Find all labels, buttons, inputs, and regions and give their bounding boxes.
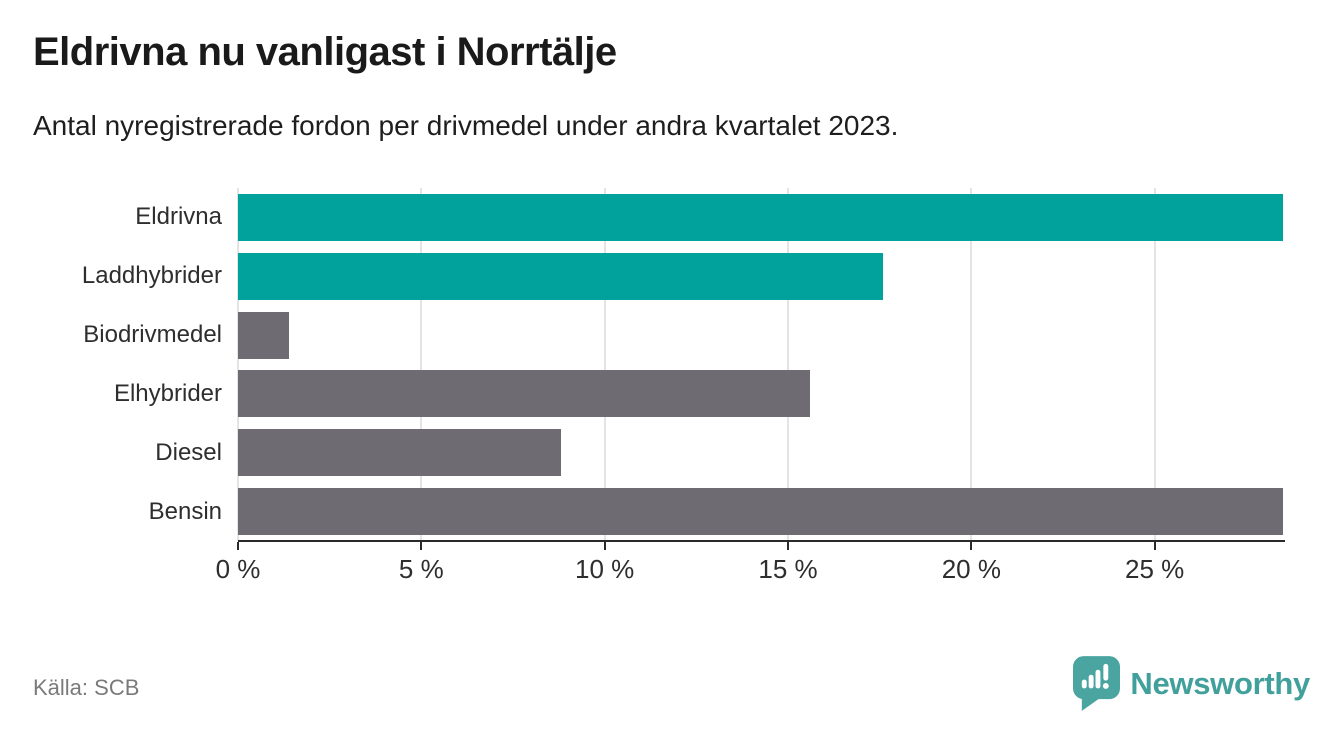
brand-logo: Newsworthy [1073,656,1310,712]
source-note: Källa: SCB [33,675,140,700]
category-label-bensin: Bensin [148,497,222,525]
x-tick-label-25: 25 % [1125,554,1185,584]
gridline-10 [603,188,606,541]
brand-name: Newsworthy [1130,666,1310,701]
bar-chart: Eldrivna Laddhybrider Biodrivmedel Elhybrid… [0,188,1340,541]
category-label-elhybrider: Elhybrider [113,379,222,407]
x-tick-10 [603,542,606,550]
x-tick-25 [1153,542,1156,550]
bar-diesel [238,429,561,477]
category-label-biodrivmedel: Biodrivmedel [83,321,222,349]
newsworthy-icon [1073,656,1121,712]
gridline-15 [787,188,789,541]
bar-elhybrider [238,370,810,418]
page-title: Eldrivna nu vanligast i Norrtälje [33,30,617,74]
gridline-25 [1153,188,1156,541]
x-tick-label-0: 0 % [215,554,261,584]
x-axis-line [238,540,1285,542]
x-tick-5 [420,542,423,550]
x-tick-15 [787,542,789,550]
category-label-diesel: Diesel [155,438,222,466]
bar-eldrivna [238,193,1283,241]
bar-laddhybrider [238,252,884,300]
x-tick-20 [970,542,973,550]
x-tick-label-20: 20 % [941,554,1001,584]
x-tick-label-10: 10 % [575,554,635,584]
plot-area [237,188,1283,541]
gridline-0 [237,188,239,541]
x-tick-label-15: 15 % [758,554,818,584]
category-labels: Eldrivna Laddhybrider Biodrivmedel Elhybrid… [0,188,222,541]
bar-bensin [238,488,1283,536]
category-label-laddhybrider: Laddhybrider [81,262,222,290]
x-tick-label-5: 5 % [398,554,444,584]
page-subtitle: Antal nyregistrerade fordon per drivmede… [33,110,899,141]
gridline-20 [970,188,973,541]
category-label-eldrivna: Eldrivna [135,203,222,231]
bar-biodrivmedel [238,311,290,359]
gridline-5 [420,188,423,541]
x-tick-0 [237,542,239,550]
